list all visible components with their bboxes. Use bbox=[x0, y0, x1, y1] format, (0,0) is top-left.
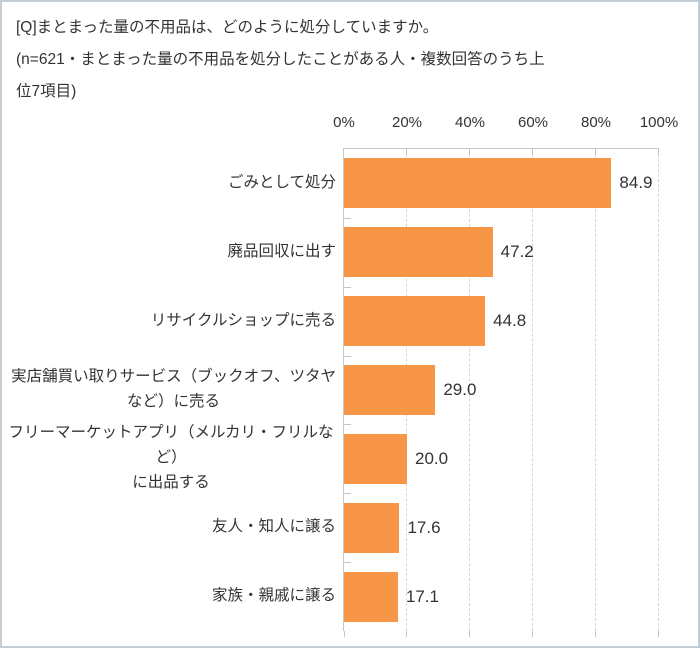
category-label: 廃品回収に出す bbox=[6, 217, 336, 286]
category-label: リサイクルショップに売る bbox=[6, 286, 336, 355]
value-axis: 0% 20% 40% 60% 80% 100% bbox=[333, 114, 678, 136]
bar-value-label: 17.6 bbox=[407, 517, 441, 537]
bar bbox=[344, 227, 493, 278]
category-axis-tick bbox=[344, 286, 351, 288]
x-axis-tick-label: 100% bbox=[639, 114, 679, 131]
value-axis-tick bbox=[469, 149, 470, 155]
bar-value-label: 44.8 bbox=[493, 311, 527, 331]
x-axis-tick-label: 20% bbox=[391, 114, 423, 131]
category-axis-tick bbox=[344, 355, 351, 357]
value-axis-tick bbox=[658, 149, 659, 155]
value-axis-tick bbox=[469, 631, 470, 637]
category-axis-tick bbox=[344, 424, 351, 426]
x-axis-tick-label: 40% bbox=[454, 114, 486, 131]
value-axis-tick bbox=[344, 631, 345, 637]
bar bbox=[344, 158, 612, 209]
category-label-text: フリーマーケットアプリ（メルカリ・フリルなど） に出品する bbox=[8, 424, 334, 492]
bar-value-label: 29.0 bbox=[443, 380, 477, 399]
category-label-text: 家族・親戚に譲る bbox=[211, 587, 336, 605]
question-title: [Q]まとまった量の不用品は、どのように処分していますか。 bbox=[16, 19, 439, 36]
category-axis-tick bbox=[344, 493, 351, 495]
bar bbox=[344, 502, 400, 553]
gridline bbox=[532, 149, 533, 631]
category-label-text: リサイクルショップに売る bbox=[150, 311, 336, 329]
x-axis-tick-label: 80% bbox=[580, 114, 612, 131]
category-label: 実店舗買い取りサービス（ブックオフ、ツタヤ など）に売る bbox=[6, 355, 336, 424]
value-axis-tick bbox=[406, 631, 407, 637]
category-label-text: 実店舗買い取りサービス（ブックオフ、ツタヤ など）に売る bbox=[11, 367, 336, 410]
category-label: 家族・親戚に譲る bbox=[6, 561, 336, 630]
category-axis-tick bbox=[344, 217, 351, 219]
bar bbox=[344, 365, 436, 415]
value-axis-tick bbox=[532, 631, 533, 637]
survey-note: (n=621・まとまった量の不用品を処分したことがある人・複数回答のうち上 位7… bbox=[16, 51, 545, 100]
gridline bbox=[595, 149, 596, 631]
category-label: フリーマーケットアプリ（メルカリ・フリルなど） に出品する bbox=[6, 423, 336, 492]
bar-value-label: 20.0 bbox=[415, 448, 449, 468]
value-axis-tick bbox=[532, 149, 533, 155]
value-axis-tick bbox=[595, 149, 596, 155]
category-label-text: 廃品回収に出す bbox=[227, 242, 336, 260]
gridline bbox=[469, 149, 470, 631]
x-axis-tick-label: 60% bbox=[517, 114, 549, 131]
value-axis-tick bbox=[595, 631, 596, 637]
bar-value-label: 84.9 bbox=[619, 173, 653, 193]
category-label: ごみとして処分 bbox=[6, 148, 336, 217]
bar-value-label: 17.1 bbox=[405, 586, 439, 606]
category-label-text: 友人・知人に譲る bbox=[211, 518, 336, 536]
category-label-text: ごみとして処分 bbox=[227, 173, 336, 191]
value-axis-tick bbox=[658, 631, 659, 637]
x-axis-tick-label: 0% bbox=[333, 114, 355, 131]
category-axis-tick bbox=[344, 562, 351, 564]
bar bbox=[344, 296, 486, 347]
title-block: [Q]まとまった量の不用品は、どのように処分していますか。 (n=621・まとま… bbox=[16, 12, 676, 108]
category-label: 友人・知人に譲る bbox=[6, 492, 336, 561]
gridline bbox=[658, 149, 659, 631]
bar bbox=[344, 433, 407, 484]
bar-value-label: 47.2 bbox=[500, 242, 534, 262]
plot-area: 84.9 47.2 44.8 29.0 20.0 17.6 17.1 bbox=[343, 148, 659, 637]
value-axis-tick bbox=[406, 149, 407, 155]
bar bbox=[344, 571, 398, 622]
